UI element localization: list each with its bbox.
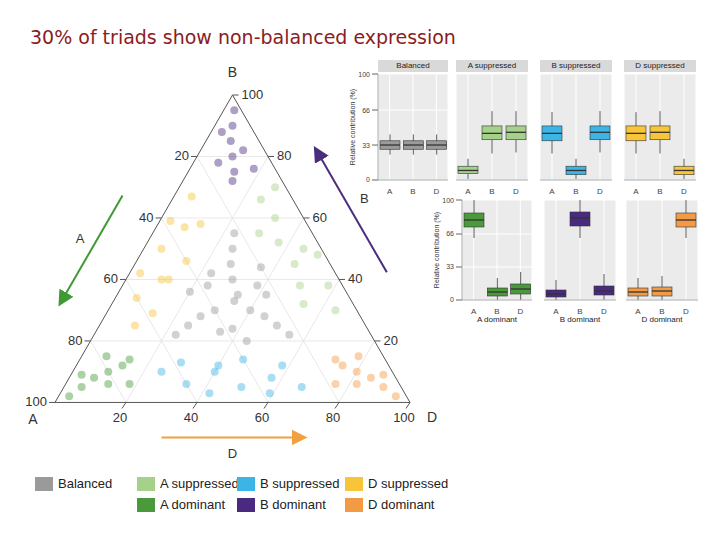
html-text:A suppressed: A suppressed (467, 61, 517, 70)
html-text:D dominant: D dominant (641, 315, 683, 324)
svg-text:80: 80 (277, 148, 291, 163)
svg-text:A: A (553, 307, 559, 314)
svg-text:60: 60 (313, 210, 327, 225)
svg-text:A: A (633, 187, 639, 194)
svg-text:B: B (659, 307, 664, 314)
svg-text:D: D (513, 187, 519, 194)
html-text:A suppressed: A suppressed (160, 476, 239, 491)
svg-text:D: D (433, 187, 439, 194)
svg-text:20: 20 (175, 148, 189, 163)
svg-text:D: D (517, 307, 523, 314)
svg-text:100: 100 (242, 87, 264, 102)
html-text:A dominant: A dominant (160, 497, 225, 512)
html-text:B suppressed: B suppressed (551, 61, 601, 70)
svg-text:0: 0 (450, 296, 454, 303)
html-text:D dominant: D dominant (368, 497, 435, 512)
svg-text:100: 100 (393, 410, 415, 425)
svg-text:Relative contribution (%): Relative contribution (%) (433, 212, 441, 288)
svg-text:80: 80 (326, 410, 340, 425)
html-text:D suppressed: D suppressed (368, 476, 449, 491)
html-text:Balanced: Balanced (396, 61, 430, 70)
svg-text:A: A (465, 187, 471, 194)
html-text:B dominant: B dominant (559, 315, 601, 324)
svg-text:A: A (76, 231, 85, 246)
svg-text:D: D (601, 307, 607, 314)
svg-text:D: D (427, 409, 437, 425)
svg-text:66: 66 (446, 230, 454, 237)
svg-text:100: 100 (358, 72, 370, 77)
svg-text:33: 33 (362, 142, 370, 149)
html-text:B dominant: B dominant (260, 497, 326, 512)
svg-text:60: 60 (104, 271, 118, 286)
svg-text:Relative contribution (%): Relative contribution (%) (349, 89, 357, 165)
svg-text:D: D (681, 187, 687, 194)
svg-text:A: A (387, 187, 393, 194)
svg-text:A: A (471, 307, 477, 314)
svg-text:B: B (360, 191, 369, 206)
html-text:A dominant: A dominant (477, 315, 517, 324)
svg-text:D: D (597, 187, 603, 194)
svg-text:100: 100 (25, 394, 47, 409)
svg-text:66: 66 (362, 107, 370, 114)
html-text:Balanced: Balanced (58, 476, 113, 491)
svg-text:A: A (635, 307, 641, 314)
svg-text:40: 40 (139, 210, 153, 225)
svg-text:D: D (683, 307, 689, 314)
svg-text:33: 33 (446, 263, 454, 270)
svg-text:80: 80 (68, 333, 82, 348)
svg-text:B: B (573, 187, 578, 194)
svg-text:40: 40 (348, 271, 362, 286)
html-text:B suppressed: B suppressed (260, 476, 340, 491)
svg-text:100: 100 (442, 198, 454, 203)
svg-text:B: B (410, 187, 415, 194)
svg-text:A: A (28, 411, 38, 427)
svg-text:B: B (228, 64, 237, 80)
svg-text:B: B (489, 187, 494, 194)
html-text:30% of triads show non-balance: 30% of triads show non-balanced expressi… (30, 26, 456, 48)
svg-text:B: B (577, 307, 582, 314)
html-text:D suppressed: D suppressed (635, 61, 685, 70)
svg-text:20: 20 (113, 410, 127, 425)
svg-text:0: 0 (366, 176, 370, 183)
svg-text:20: 20 (384, 333, 398, 348)
svg-text:60: 60 (255, 410, 269, 425)
svg-text:40: 40 (184, 410, 198, 425)
svg-text:D: D (228, 446, 237, 461)
svg-text:B: B (494, 307, 499, 314)
svg-text:B: B (657, 187, 662, 194)
svg-text:A: A (549, 187, 555, 194)
